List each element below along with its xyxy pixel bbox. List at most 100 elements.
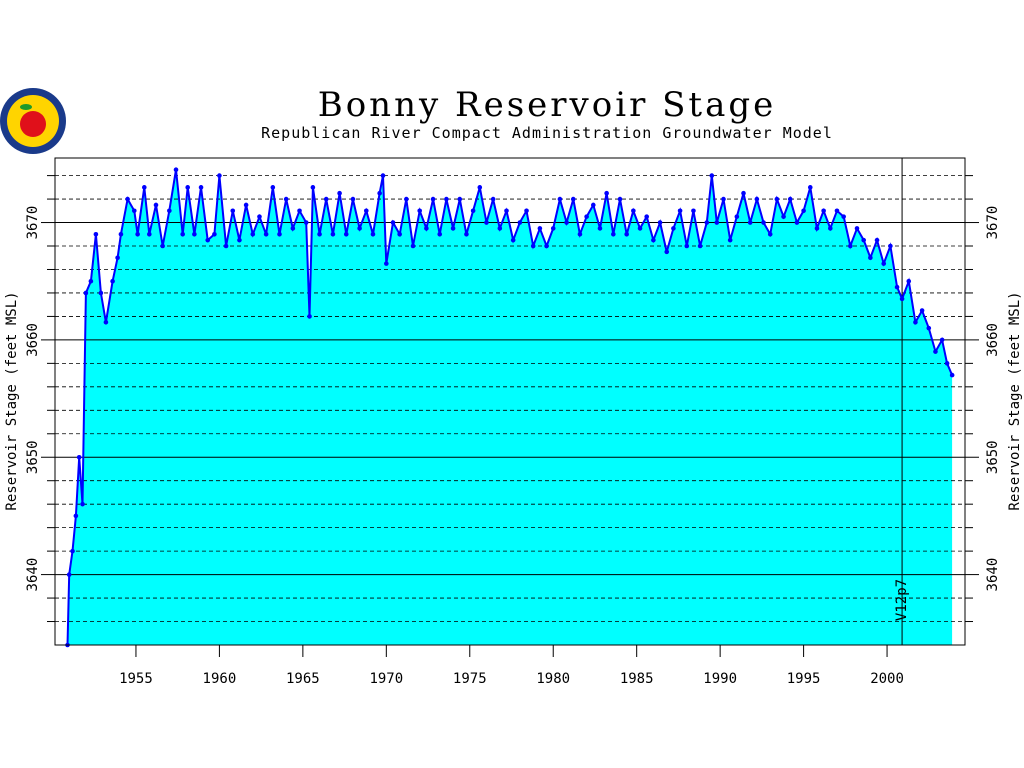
data-point: [684, 243, 690, 249]
data-point: [530, 243, 536, 249]
data-point: [888, 243, 893, 249]
data-point: [657, 220, 663, 225]
data-point: [814, 226, 820, 231]
data-point: [73, 513, 79, 519]
data-point: [160, 243, 165, 249]
data-point: [570, 196, 576, 202]
x-tick-label: 1960: [203, 671, 237, 687]
data-point: [180, 231, 185, 237]
data-point: [66, 572, 72, 577]
data-point: [484, 220, 489, 225]
data-point: [135, 231, 140, 237]
y-tick-label-right: 3660: [985, 323, 1001, 357]
data-point: [881, 261, 887, 266]
x-tick-label: 1985: [620, 671, 654, 687]
x-tick-label: 1990: [703, 671, 737, 687]
data-point: [933, 349, 938, 354]
data-point: [192, 231, 197, 237]
data-point: [477, 185, 483, 190]
data-point: [524, 208, 529, 214]
data-point: [874, 237, 880, 243]
data-point: [919, 308, 925, 313]
y-tick-label-right: 3650: [985, 440, 1001, 474]
chart-title: Bonny Reservoir Stage: [318, 85, 777, 125]
data-point: [88, 278, 94, 284]
logo: [0, 88, 66, 154]
data-point: [223, 243, 229, 249]
data-point: [747, 220, 753, 225]
data-point: [848, 243, 853, 249]
data-point: [734, 214, 740, 219]
data-point: [774, 196, 780, 202]
data-point: [899, 296, 905, 302]
y-tick-label-right: 3640: [985, 558, 1001, 592]
annotation-label: V12p7: [894, 579, 910, 621]
data-point: [283, 196, 289, 202]
data-point: [290, 226, 296, 231]
data-point: [550, 226, 556, 231]
data-point: [787, 196, 793, 202]
data-point: [450, 226, 456, 231]
data-point: [93, 231, 99, 237]
data-point: [868, 255, 873, 261]
data-point: [370, 231, 376, 237]
data-point: [457, 196, 463, 202]
data-point: [70, 548, 75, 554]
data-point: [83, 290, 89, 296]
data-point: [464, 231, 469, 237]
data-point: [821, 208, 826, 214]
data-point: [337, 190, 342, 196]
data-point: [497, 226, 503, 231]
data-point: [801, 208, 806, 214]
data-point: [949, 372, 955, 378]
x-tick-label: 1965: [286, 671, 320, 687]
x-tick-label: 1980: [536, 671, 570, 687]
data-point: [939, 337, 945, 343]
data-point: [217, 173, 222, 178]
data-point: [103, 319, 109, 325]
data-point: [664, 249, 670, 255]
data-point: [323, 196, 329, 202]
data-point: [76, 454, 82, 460]
y-axis-label: Reservoir Stage (feet MSL): [4, 291, 20, 510]
data-point: [510, 237, 516, 243]
data-point: [854, 226, 860, 231]
data-point: [131, 208, 137, 214]
area-fill: [67, 169, 953, 645]
data-point: [410, 243, 416, 249]
data-point: [714, 220, 720, 225]
y-tick-label-right: 3670: [985, 206, 1001, 240]
data-point: [677, 208, 683, 214]
data-point: [317, 231, 322, 237]
data-point: [727, 237, 733, 243]
data-point: [444, 196, 449, 202]
data-point: [237, 237, 242, 243]
data-point: [537, 226, 543, 231]
data-point: [557, 196, 563, 202]
data-point: [141, 185, 147, 190]
data-point: [611, 231, 616, 237]
data-point: [913, 319, 918, 325]
data-point: [424, 226, 429, 231]
data-point: [841, 214, 846, 219]
data-point: [926, 325, 932, 331]
data-point: [828, 226, 833, 231]
data-point: [330, 231, 336, 237]
data-point: [243, 202, 249, 208]
data-point: [709, 173, 715, 178]
data-point: [671, 226, 676, 231]
data-point: [761, 220, 766, 225]
data-point: [517, 220, 523, 225]
data-point: [417, 208, 423, 214]
y-tick-label: 3660: [25, 323, 41, 357]
data-point: [205, 237, 211, 243]
x-tick-label: 1975: [453, 671, 487, 687]
plot-frame: [54, 157, 966, 646]
data-point: [390, 220, 396, 225]
data-point: [297, 208, 302, 214]
data-point: [704, 220, 710, 225]
data-point: [590, 202, 596, 208]
y-tick-label: 3640: [25, 558, 41, 592]
data-point: [564, 220, 569, 225]
